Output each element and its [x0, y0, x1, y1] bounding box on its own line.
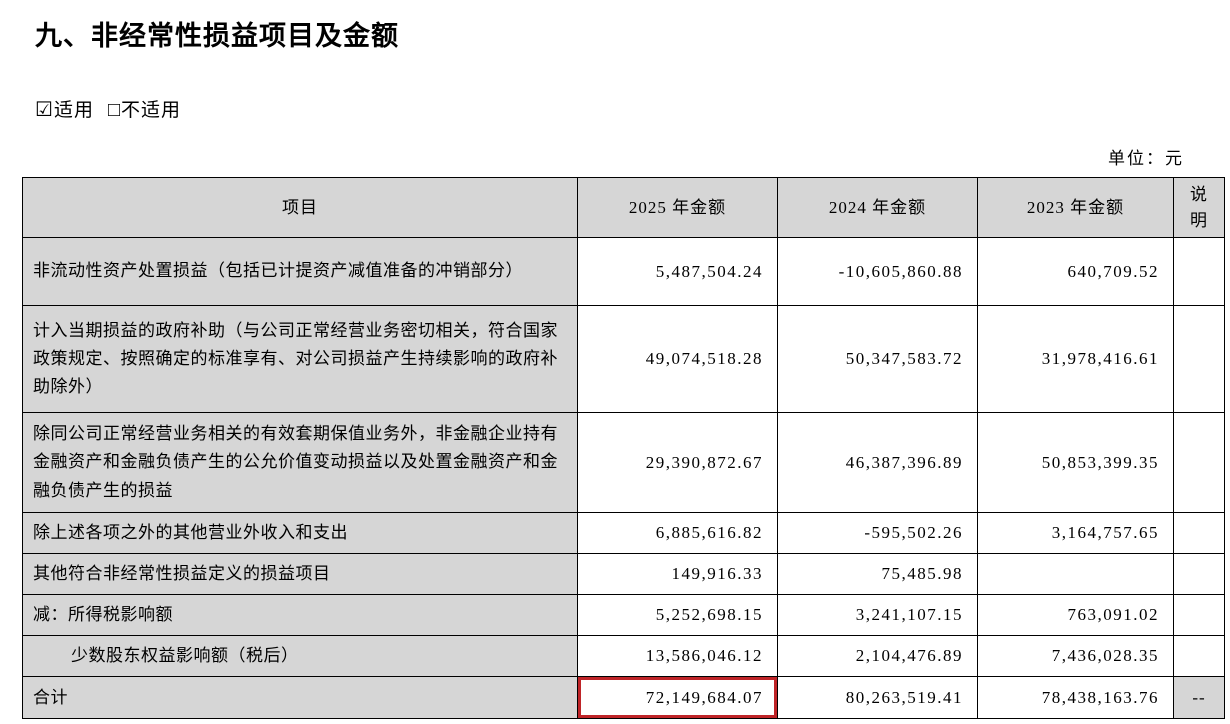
total-amount-2024: 80,263,519.41	[777, 676, 978, 720]
item-label: 除同公司正常经营业务相关的有效套期保值业务外，非金融企业持有金融资产和金融负债产…	[22, 412, 578, 513]
total-note-cell: --	[1173, 676, 1225, 720]
amount-2023: 763,091.02	[977, 594, 1174, 637]
item-label: 非流动性资产处置损益（包括已计提资产减值准备的冲销部分）	[22, 237, 578, 306]
item-label: 少数股东权益影响额（税后）	[22, 635, 578, 678]
document-page: 九、非经常性损益项目及金额 ☑适用 □不适用 单位：元 项目 2025 年金额 2…	[0, 14, 1230, 720]
amount-2024: -10,605,860.88	[777, 237, 978, 306]
note-cell	[1173, 237, 1225, 306]
note-cell	[1173, 511, 1225, 555]
item-label: 除上述各项之外的其他营业外收入和支出	[22, 511, 578, 555]
amount-2025: 149,916.33	[577, 553, 778, 596]
amount-2025: 49,074,518.28	[577, 305, 778, 413]
amount-2023: 3,164,757.65	[977, 511, 1174, 555]
total-amount-2023: 78,438,163.76	[977, 676, 1174, 720]
amount-2023: 50,853,399.35	[977, 412, 1174, 513]
col-header-item: 项目	[22, 177, 578, 238]
table-row: 减：所得税影响额 5,252,698.15 3,241,107.15 763,0…	[22, 594, 1225, 637]
amount-2024: 2,104,476.89	[777, 635, 978, 678]
table-row: 除上述各项之外的其他营业外收入和支出 6,885,616.82 -595,502…	[22, 511, 1225, 555]
unit-label: 单位：元	[1108, 149, 1184, 168]
amount-2025: 13,586,046.12	[577, 635, 778, 678]
not-applicable-option: □不适用	[107, 99, 182, 121]
not-applicable-label: 不适用	[121, 100, 182, 121]
non-recurring-items-table: 项目 2025 年金额 2024 年金额 2023 年金额 说明 非流动性资产处…	[22, 177, 1225, 720]
amount-2024: -595,502.26	[777, 511, 978, 555]
table-row: 其他符合非经常性损益定义的损益项目 149,916.33 75,485.98	[22, 553, 1225, 596]
note-cell	[1173, 594, 1225, 637]
amount-2024: 50,347,583.72	[777, 305, 978, 413]
total-row: 合计 72,149,684.07 80,263,519.41 78,438,16…	[22, 676, 1225, 720]
amount-2024: 46,387,396.89	[777, 412, 978, 513]
amount-2025: 29,390,872.67	[577, 412, 778, 513]
amount-2025: 5,252,698.15	[577, 594, 778, 637]
note-cell	[1173, 305, 1225, 413]
item-label: 其他符合非经常性损益定义的损益项目	[22, 553, 578, 596]
applicable-label: 适用	[53, 100, 94, 121]
col-header-2023: 2023 年金额	[977, 177, 1174, 238]
amount-2025: 5,487,504.24	[577, 237, 778, 306]
amount-2023: 7,436,028.35	[977, 635, 1174, 678]
table-header-row: 项目 2025 年金额 2024 年金额 2023 年金额 说明	[22, 177, 1225, 238]
amount-2023: 640,709.52	[977, 237, 1174, 306]
table-row: 非流动性资产处置损益（包括已计提资产减值准备的冲销部分） 5,487,504.2…	[22, 237, 1225, 306]
amount-2024: 75,485.98	[777, 553, 978, 596]
item-label: 减：所得税影响额	[22, 594, 578, 637]
table-row: 计入当期损益的政府补助（与公司正常经营业务密切相关，符合国家政策规定、按照确定的…	[22, 305, 1225, 413]
applicability-line: ☑适用 □不适用	[35, 95, 1208, 122]
note-cell	[1173, 635, 1225, 678]
amount-2023	[977, 553, 1174, 596]
unchecked-checkbox-icon: □	[107, 99, 122, 121]
col-header-note: 说明	[1173, 177, 1225, 238]
section-title: 九、非经常性损益项目及金额	[35, 21, 399, 51]
col-header-2024: 2024 年金额	[777, 177, 978, 238]
item-label: 计入当期损益的政府补助（与公司正常经营业务密切相关，符合国家政策规定、按照确定的…	[22, 305, 578, 413]
amount-2024: 3,241,107.15	[777, 594, 978, 637]
table-row: 除同公司正常经营业务相关的有效套期保值业务外，非金融企业持有金融资产和金融负债产…	[22, 412, 1225, 513]
note-cell	[1173, 412, 1225, 513]
total-amount-2025-highlighted: 72,149,684.07	[577, 676, 778, 720]
amount-2023: 31,978,416.61	[977, 305, 1174, 413]
total-label: 合计	[22, 676, 578, 720]
col-header-2025: 2025 年金额	[577, 177, 778, 238]
checked-checkbox-icon: ☑	[35, 99, 54, 121]
applicable-option: ☑适用	[35, 99, 94, 121]
note-cell	[1173, 553, 1225, 596]
table-row: 少数股东权益影响额（税后） 13,586,046.12 2,104,476.89…	[22, 635, 1225, 678]
amount-2025: 6,885,616.82	[577, 511, 778, 555]
